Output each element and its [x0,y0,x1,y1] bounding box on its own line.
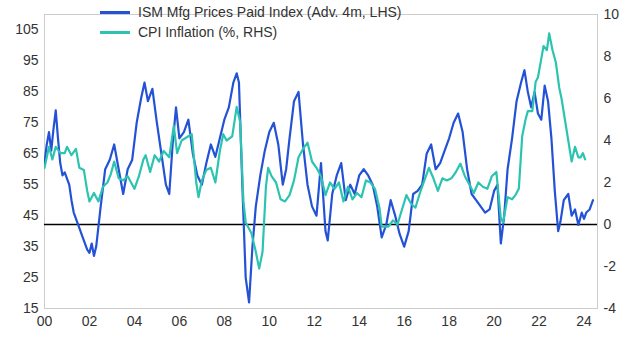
svg-text:2: 2 [604,174,612,190]
svg-text:55: 55 [23,176,39,192]
svg-text:14: 14 [351,313,367,329]
svg-text:95: 95 [23,52,39,68]
svg-text:10: 10 [262,313,278,329]
svg-text:45: 45 [23,207,39,223]
svg-text:16: 16 [396,313,412,329]
svg-text:08: 08 [217,313,233,329]
svg-text:25: 25 [23,269,39,285]
svg-text:75: 75 [23,114,39,130]
svg-text:22: 22 [531,313,547,329]
svg-text:-2: -2 [604,258,617,274]
svg-text:35: 35 [23,238,39,254]
svg-text:65: 65 [23,145,39,161]
svg-text:4: 4 [604,132,612,148]
svg-text:10: 10 [604,6,620,22]
svg-text:18: 18 [441,313,457,329]
svg-text:-4: -4 [604,300,617,316]
html-text:CPI Inflation (%, RHS): CPI Inflation (%, RHS) [138,24,278,40]
svg-text:105: 105 [15,21,39,37]
svg-text:0: 0 [604,216,612,232]
svg-text:8: 8 [604,48,612,64]
svg-text:00: 00 [37,313,53,329]
svg-text:06: 06 [172,313,188,329]
svg-text:12: 12 [306,313,322,329]
svg-text:04: 04 [127,313,143,329]
svg-text:24: 24 [576,313,592,329]
svg-text:20: 20 [486,313,502,329]
svg-text:85: 85 [23,83,39,99]
svg-text:02: 02 [82,313,98,329]
svg-text:6: 6 [604,90,612,106]
html-text:ISM Mfg Prices Paid Index (Adv: ISM Mfg Prices Paid Index (Adv. 4m, LHS) [138,4,402,20]
svg-text:15: 15 [22,300,39,316]
